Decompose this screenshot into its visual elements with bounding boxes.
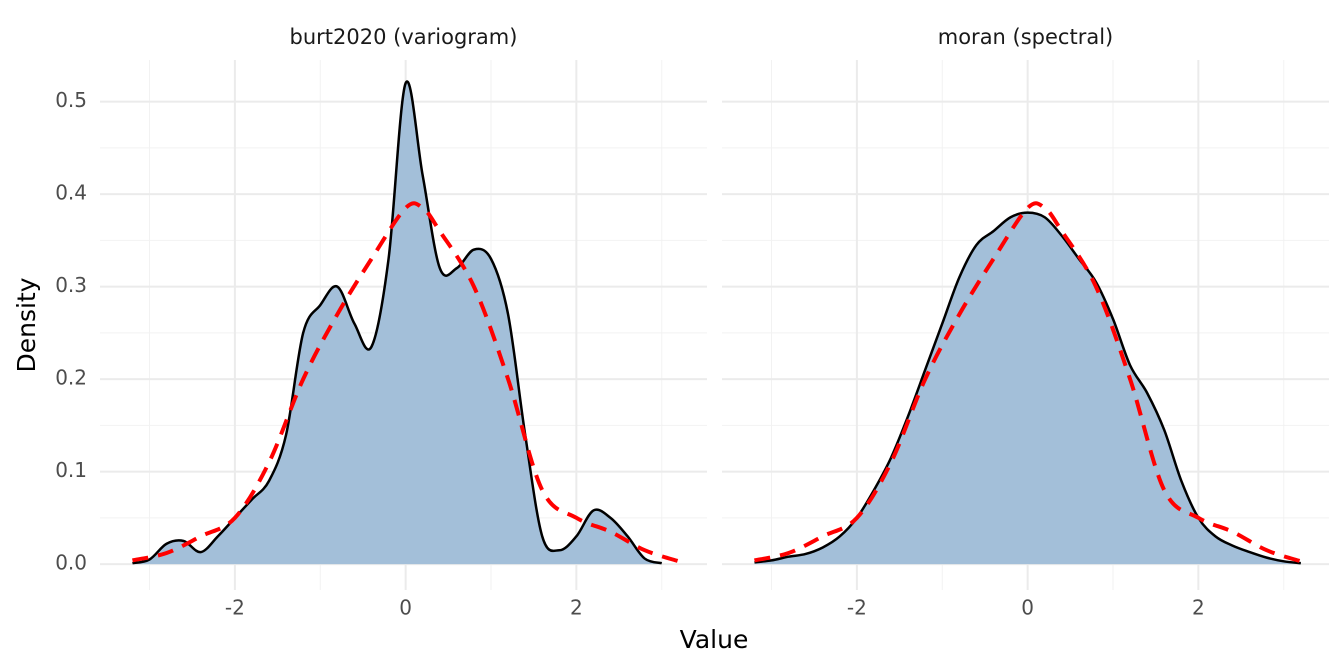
y-tick-label: 0.0 bbox=[55, 551, 87, 575]
x-axis-label: Value bbox=[680, 625, 749, 654]
density-area bbox=[754, 212, 1301, 565]
y-tick-label: 0.1 bbox=[55, 458, 87, 482]
reference-curve bbox=[754, 201, 1302, 564]
y-axis-label: Density bbox=[12, 277, 41, 372]
facet-title: moran (spectral) bbox=[938, 25, 1114, 49]
x-tick-label: 0 bbox=[399, 596, 412, 620]
x-tick-label: 2 bbox=[1192, 596, 1205, 620]
x-tick-label: 2 bbox=[570, 596, 583, 620]
y-tick-label: 0.4 bbox=[55, 181, 87, 205]
reference-curve bbox=[132, 201, 680, 564]
density-area bbox=[132, 81, 662, 565]
x-tick-label: -2 bbox=[225, 596, 245, 620]
y-tick-label: 0.5 bbox=[55, 88, 87, 112]
x-tick-label: -2 bbox=[847, 596, 867, 620]
y-tick-label: 0.2 bbox=[55, 366, 87, 390]
density-curve bbox=[132, 80, 663, 565]
x-tick-label: 0 bbox=[1021, 596, 1034, 620]
y-tick-label: 0.3 bbox=[55, 273, 87, 297]
facet-title: burt2020 (variogram) bbox=[290, 25, 518, 49]
density-curve bbox=[754, 211, 1301, 565]
